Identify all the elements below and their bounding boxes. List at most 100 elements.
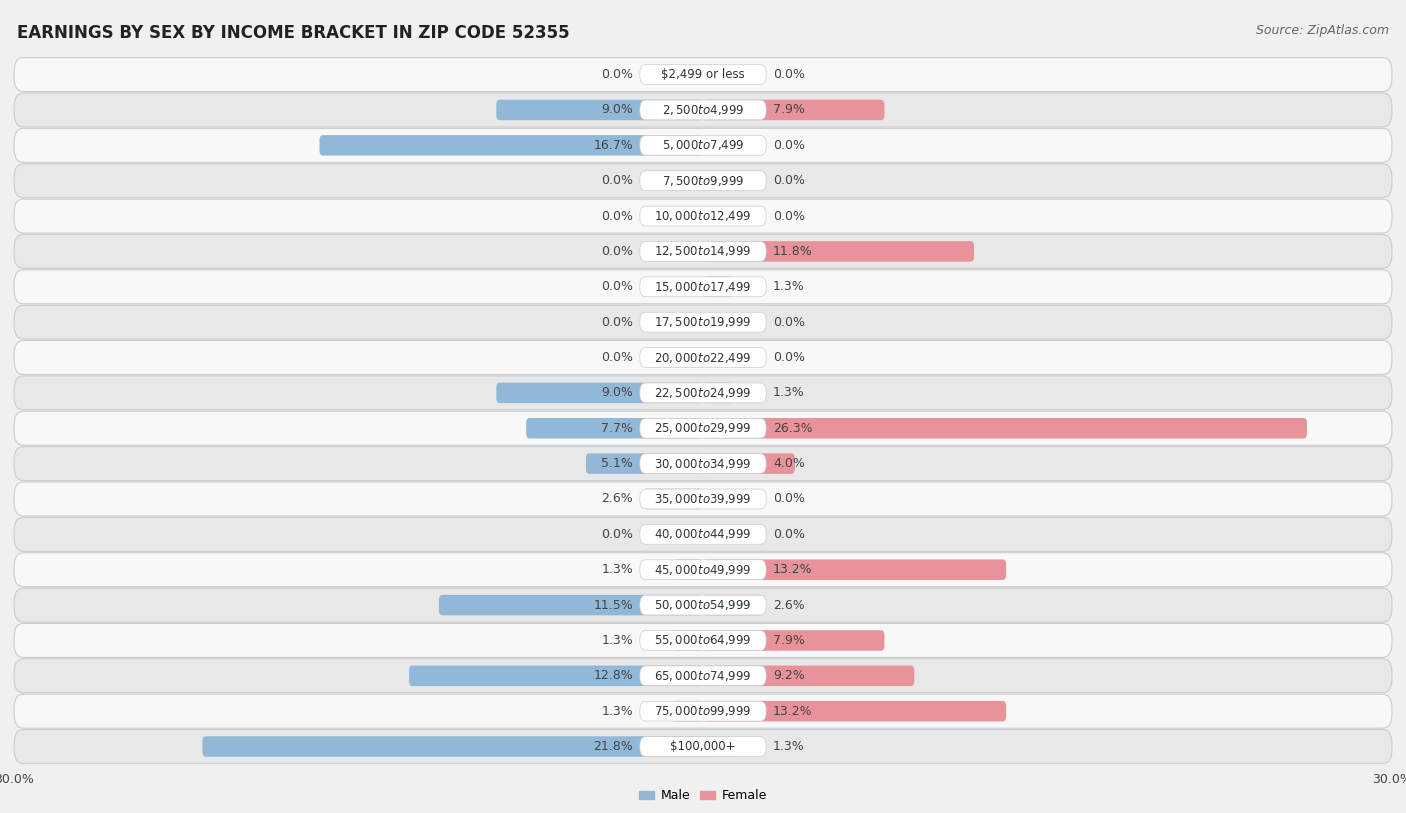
Text: 0.0%: 0.0% (600, 528, 633, 541)
FancyBboxPatch shape (586, 454, 703, 474)
FancyBboxPatch shape (703, 383, 733, 403)
Text: 2.6%: 2.6% (602, 493, 633, 506)
FancyBboxPatch shape (14, 234, 1392, 268)
Text: 16.7%: 16.7% (593, 139, 633, 152)
FancyBboxPatch shape (640, 702, 766, 721)
Text: 0.0%: 0.0% (773, 315, 806, 328)
FancyBboxPatch shape (14, 624, 1392, 658)
Text: 0.0%: 0.0% (773, 174, 806, 187)
Text: $25,000 to $29,999: $25,000 to $29,999 (654, 421, 752, 435)
Text: 1.3%: 1.3% (773, 386, 804, 399)
Text: 0.0%: 0.0% (600, 68, 633, 81)
Text: 2.6%: 2.6% (773, 598, 804, 611)
FancyBboxPatch shape (640, 277, 766, 297)
FancyBboxPatch shape (14, 517, 1392, 551)
Text: $55,000 to $64,999: $55,000 to $64,999 (654, 633, 752, 647)
Text: 0.0%: 0.0% (773, 493, 806, 506)
Text: 4.0%: 4.0% (773, 457, 804, 470)
FancyBboxPatch shape (640, 100, 766, 120)
Text: $65,000 to $74,999: $65,000 to $74,999 (654, 669, 752, 683)
Text: 0.0%: 0.0% (773, 351, 806, 364)
FancyBboxPatch shape (703, 666, 914, 686)
Text: $100,000+: $100,000+ (671, 740, 735, 753)
FancyBboxPatch shape (703, 241, 974, 262)
FancyBboxPatch shape (703, 418, 1308, 438)
Text: $17,500 to $19,999: $17,500 to $19,999 (654, 315, 752, 329)
FancyBboxPatch shape (14, 270, 1392, 304)
FancyBboxPatch shape (319, 135, 703, 155)
Text: $50,000 to $54,999: $50,000 to $54,999 (654, 598, 752, 612)
Text: 1.3%: 1.3% (602, 705, 633, 718)
FancyBboxPatch shape (14, 729, 1392, 763)
FancyBboxPatch shape (640, 348, 766, 367)
Text: $2,500 to $4,999: $2,500 to $4,999 (662, 103, 744, 117)
Text: $2,499 or less: $2,499 or less (661, 68, 745, 81)
FancyBboxPatch shape (14, 553, 1392, 587)
FancyBboxPatch shape (14, 482, 1392, 516)
FancyBboxPatch shape (640, 419, 766, 438)
FancyBboxPatch shape (703, 100, 884, 120)
Text: 7.9%: 7.9% (773, 103, 804, 116)
Text: 26.3%: 26.3% (773, 422, 813, 435)
FancyBboxPatch shape (14, 341, 1392, 375)
Text: $75,000 to $99,999: $75,000 to $99,999 (654, 704, 752, 718)
FancyBboxPatch shape (496, 383, 703, 403)
FancyBboxPatch shape (14, 376, 1392, 410)
Text: $10,000 to $12,499: $10,000 to $12,499 (654, 209, 752, 223)
FancyBboxPatch shape (14, 128, 1392, 163)
FancyBboxPatch shape (640, 312, 766, 332)
FancyBboxPatch shape (703, 737, 733, 757)
FancyBboxPatch shape (14, 58, 1392, 92)
FancyBboxPatch shape (640, 171, 766, 190)
FancyBboxPatch shape (703, 559, 1007, 580)
Text: 0.0%: 0.0% (600, 280, 633, 293)
FancyBboxPatch shape (703, 276, 733, 297)
FancyBboxPatch shape (640, 631, 766, 650)
Text: 13.2%: 13.2% (773, 563, 813, 576)
FancyBboxPatch shape (14, 93, 1392, 127)
Text: $22,500 to $24,999: $22,500 to $24,999 (654, 386, 752, 400)
FancyBboxPatch shape (640, 136, 766, 155)
Text: 0.0%: 0.0% (773, 68, 806, 81)
FancyBboxPatch shape (640, 489, 766, 509)
Text: 7.9%: 7.9% (773, 634, 804, 647)
Text: 0.0%: 0.0% (600, 174, 633, 187)
FancyBboxPatch shape (202, 737, 703, 757)
Text: $7,500 to $9,999: $7,500 to $9,999 (662, 174, 744, 188)
Text: 1.3%: 1.3% (602, 634, 633, 647)
FancyBboxPatch shape (640, 524, 766, 544)
FancyBboxPatch shape (640, 666, 766, 685)
FancyBboxPatch shape (640, 65, 766, 85)
Text: 0.0%: 0.0% (773, 210, 806, 223)
Text: $40,000 to $44,999: $40,000 to $44,999 (654, 528, 752, 541)
FancyBboxPatch shape (14, 659, 1392, 693)
Text: 13.2%: 13.2% (773, 705, 813, 718)
FancyBboxPatch shape (703, 701, 1007, 721)
Text: 0.0%: 0.0% (600, 245, 633, 258)
FancyBboxPatch shape (703, 630, 884, 650)
Text: EARNINGS BY SEX BY INCOME BRACKET IN ZIP CODE 52355: EARNINGS BY SEX BY INCOME BRACKET IN ZIP… (17, 24, 569, 42)
FancyBboxPatch shape (640, 383, 766, 402)
FancyBboxPatch shape (14, 163, 1392, 198)
Text: 1.3%: 1.3% (602, 563, 633, 576)
Text: $45,000 to $49,999: $45,000 to $49,999 (654, 563, 752, 576)
Text: 9.0%: 9.0% (602, 386, 633, 399)
FancyBboxPatch shape (14, 694, 1392, 728)
Text: 11.5%: 11.5% (593, 598, 633, 611)
Text: 9.2%: 9.2% (773, 669, 804, 682)
Text: 9.0%: 9.0% (602, 103, 633, 116)
Legend: Male, Female: Male, Female (634, 785, 772, 807)
Text: 0.0%: 0.0% (600, 210, 633, 223)
FancyBboxPatch shape (14, 588, 1392, 622)
FancyBboxPatch shape (14, 411, 1392, 446)
Text: $12,500 to $14,999: $12,500 to $14,999 (654, 245, 752, 259)
FancyBboxPatch shape (640, 454, 766, 473)
FancyBboxPatch shape (496, 100, 703, 120)
FancyBboxPatch shape (14, 305, 1392, 339)
FancyBboxPatch shape (673, 701, 703, 721)
FancyBboxPatch shape (640, 207, 766, 226)
Text: Source: ZipAtlas.com: Source: ZipAtlas.com (1256, 24, 1389, 37)
FancyBboxPatch shape (14, 199, 1392, 233)
FancyBboxPatch shape (640, 241, 766, 261)
Text: 1.3%: 1.3% (773, 740, 804, 753)
